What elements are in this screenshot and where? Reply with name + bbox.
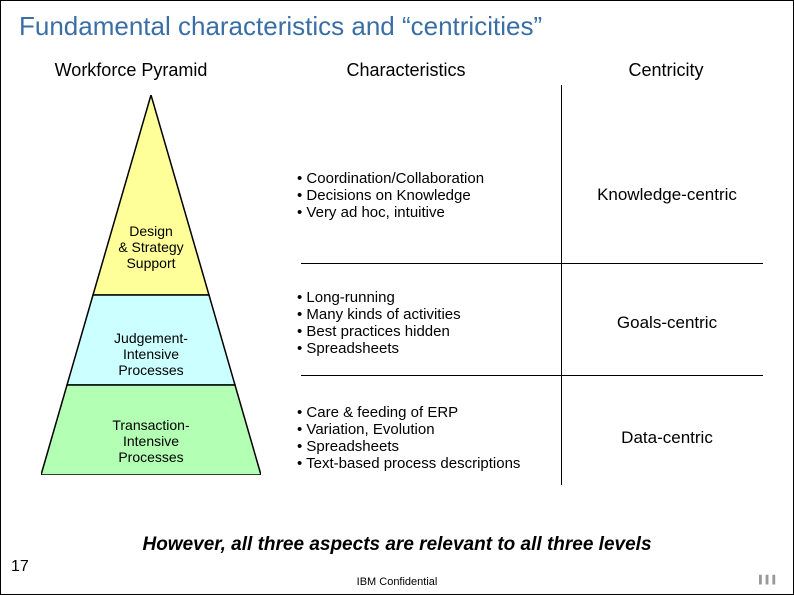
horizontal-divider xyxy=(301,263,763,264)
characteristic-item: Care & feeding of ERP xyxy=(297,404,561,421)
characteristics-cell: Long-runningMany kinds of activitiesBest… xyxy=(291,289,561,357)
main-content: Design& StrategySupport Judgement-Intens… xyxy=(1,85,793,485)
footer-note: However, all three aspects are relevant … xyxy=(1,534,793,556)
centricity-cell: Data-centric xyxy=(561,428,773,448)
pyramid-label-top: Design& StrategySupport xyxy=(41,223,261,271)
pyramid-label-bottom: Transaction-IntensiveProcesses xyxy=(41,417,261,465)
characteristic-item: Very ad hoc, intuitive xyxy=(297,204,561,221)
characteristic-item: Coordination/Collaboration xyxy=(297,170,561,187)
content-row: Long-runningMany kinds of activitiesBest… xyxy=(291,275,773,370)
header-characteristics: Characteristics xyxy=(261,60,551,81)
centricity-cell: Knowledge-centric xyxy=(561,185,773,205)
characteristic-item: Variation, Evolution xyxy=(297,421,561,438)
pyramid-label-middle: Judgement-IntensiveProcesses xyxy=(41,330,261,378)
characteristic-item: Text-based process descriptions xyxy=(297,455,561,472)
workforce-pyramid: Design& StrategySupport Judgement-Intens… xyxy=(41,95,261,475)
page-number: 17 xyxy=(11,558,29,576)
content-row: Coordination/CollaborationDecisions on K… xyxy=(291,140,773,250)
centricity-cell: Goals-centric xyxy=(561,313,773,333)
header-pyramid: Workforce Pyramid xyxy=(1,60,261,81)
content-row: Care & feeding of ERPVariation, Evolutio… xyxy=(291,390,773,485)
horizontal-divider xyxy=(301,375,763,376)
characteristic-item: Long-running xyxy=(297,289,561,306)
header-centricity: Centricity xyxy=(551,60,781,81)
characteristics-cell: Coordination/CollaborationDecisions on K… xyxy=(291,170,561,221)
slide-title: Fundamental characteristics and “centric… xyxy=(1,1,793,42)
column-headers: Workforce Pyramid Characteristics Centri… xyxy=(1,60,793,81)
characteristic-item: Spreadsheets xyxy=(297,438,561,455)
characteristics-cell: Care & feeding of ERPVariation, Evolutio… xyxy=(291,404,561,472)
characteristic-item: Many kinds of activities xyxy=(297,306,561,323)
characteristic-item: Best practices hidden xyxy=(297,323,561,340)
characteristic-item: Decisions on Knowledge xyxy=(297,187,561,204)
characteristic-item: Spreadsheets xyxy=(297,340,561,357)
logo-placeholder: ▌▌▌ xyxy=(759,575,779,584)
confidential-label: IBM Confidential xyxy=(1,576,793,588)
